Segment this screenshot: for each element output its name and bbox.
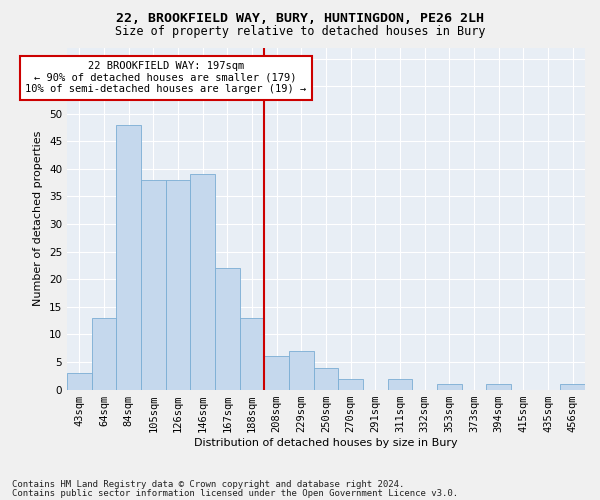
Bar — [265, 356, 289, 390]
Bar — [215, 268, 240, 390]
Bar — [240, 318, 265, 390]
Bar — [437, 384, 461, 390]
Bar — [289, 351, 314, 390]
Bar — [338, 378, 363, 390]
Bar — [314, 368, 338, 390]
Bar — [487, 384, 511, 390]
Bar — [67, 373, 92, 390]
Text: 22, BROOKFIELD WAY, BURY, HUNTINGDON, PE26 2LH: 22, BROOKFIELD WAY, BURY, HUNTINGDON, PE… — [116, 12, 484, 26]
Text: Size of property relative to detached houses in Bury: Size of property relative to detached ho… — [115, 25, 485, 38]
Bar — [388, 378, 412, 390]
Bar — [141, 180, 166, 390]
Text: 22 BROOKFIELD WAY: 197sqm
← 90% of detached houses are smaller (179)
10% of semi: 22 BROOKFIELD WAY: 197sqm ← 90% of detac… — [25, 62, 307, 94]
Bar — [166, 180, 190, 390]
Bar — [116, 124, 141, 390]
Bar — [560, 384, 585, 390]
Bar — [92, 318, 116, 390]
Text: Contains HM Land Registry data © Crown copyright and database right 2024.: Contains HM Land Registry data © Crown c… — [12, 480, 404, 489]
X-axis label: Distribution of detached houses by size in Bury: Distribution of detached houses by size … — [194, 438, 458, 448]
Text: Contains public sector information licensed under the Open Government Licence v3: Contains public sector information licen… — [12, 489, 458, 498]
Bar — [190, 174, 215, 390]
Y-axis label: Number of detached properties: Number of detached properties — [34, 131, 43, 306]
